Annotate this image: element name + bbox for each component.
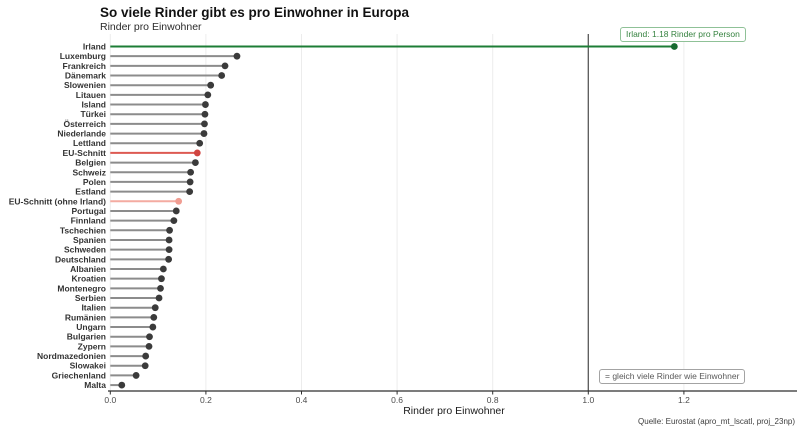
category-label: Portugal xyxy=(72,206,106,216)
x-tick-label: 1.2 xyxy=(678,395,690,405)
category-label: Tschechien xyxy=(60,225,106,235)
data-point-dot xyxy=(149,323,157,331)
data-point-dot xyxy=(157,284,164,292)
category-label: Irland xyxy=(83,42,106,52)
data-point-dot xyxy=(200,130,208,137)
category-label: EU-Schnitt xyxy=(63,148,107,158)
data-point-dot xyxy=(172,207,180,215)
data-point-dot xyxy=(151,304,159,312)
category-label: Serbien xyxy=(75,293,106,303)
x-tick-label: 0.6 xyxy=(391,395,403,405)
category-label: Spanien xyxy=(73,235,106,245)
data-point-dot xyxy=(193,149,201,157)
x-axis-title: Rinder pro Einwohner xyxy=(403,405,505,417)
category-label: Estland xyxy=(75,187,106,197)
data-point-dot xyxy=(204,91,212,99)
category-label: Schweiz xyxy=(72,167,106,177)
category-label: Lettland xyxy=(73,138,106,148)
x-tick-label: 1.0 xyxy=(582,395,594,405)
data-point-dot xyxy=(191,159,199,166)
category-label: Island xyxy=(81,100,106,110)
data-point-dot xyxy=(165,236,173,244)
chart-subtitle: Rinder pro Einwohner xyxy=(100,21,202,33)
category-label: Deutschland xyxy=(55,254,106,264)
data-point-dot xyxy=(159,265,167,273)
data-point-dot xyxy=(221,62,229,70)
category-label: Schweden xyxy=(64,245,106,255)
category-label: Slowakei xyxy=(70,361,106,371)
category-label: Österreich xyxy=(63,119,106,129)
data-point-dot xyxy=(158,275,165,283)
data-point-dot xyxy=(146,333,153,341)
data-point-dot xyxy=(142,352,150,360)
category-label: Albanien xyxy=(70,264,106,274)
data-point-dot xyxy=(186,188,194,196)
category-label: Bulgarien xyxy=(67,332,106,342)
chart-title: So viele Rinder gibt es pro Einwohner in… xyxy=(100,5,410,20)
category-label: Türkei xyxy=(80,109,106,119)
category-label: Belgien xyxy=(75,158,106,168)
data-point-dot xyxy=(207,81,215,89)
category-label: Polen xyxy=(83,177,106,187)
data-point-dot xyxy=(201,110,209,118)
data-point-dot xyxy=(202,101,209,108)
category-label: Nordmazedonien xyxy=(37,351,106,361)
data-point-dot xyxy=(201,120,208,128)
data-point-dot xyxy=(155,294,163,302)
category-label: Ungarn xyxy=(76,322,106,332)
data-point-dot xyxy=(175,197,183,205)
source-caption: Quelle: Eurostat (apro_mt_lscatl, proj_2… xyxy=(638,417,795,426)
data-point-dot xyxy=(670,43,678,50)
ireland-annotation: Irland: 1.18 Rinder pro Person xyxy=(620,27,746,42)
category-label: Zypern xyxy=(78,341,106,351)
data-point-dot xyxy=(170,217,178,225)
category-label: Litauen xyxy=(76,90,106,100)
x-tick-label: 0.8 xyxy=(487,395,499,405)
data-point-dot xyxy=(145,342,153,350)
data-point-dot xyxy=(141,362,149,370)
data-point-dot xyxy=(218,72,226,79)
data-point-dot xyxy=(233,52,241,60)
category-label: Finnland xyxy=(71,216,106,226)
category-label: Kroatien xyxy=(72,274,106,284)
data-point-dot xyxy=(166,226,173,234)
x-tick-label: 0.2 xyxy=(200,395,212,405)
category-label: Slowenien xyxy=(64,80,106,90)
category-label: Italien xyxy=(81,303,106,313)
category-label: EU-Schnitt (ohne Irland) xyxy=(9,196,106,206)
x-tick-label: 0.4 xyxy=(296,395,308,405)
parity-annotation: = gleich viele Rinder wie Einwohner xyxy=(599,369,746,384)
category-label: Montenegro xyxy=(57,283,106,293)
category-label: Malta xyxy=(84,380,106,390)
data-point-dot xyxy=(150,313,158,321)
x-tick-label: 0.0 xyxy=(104,395,116,405)
data-point-dot xyxy=(187,168,195,176)
data-point-dot xyxy=(165,255,173,263)
category-label: Dänemark xyxy=(65,71,106,81)
category-label: Griechenland xyxy=(52,370,106,380)
data-point-dot xyxy=(132,372,140,379)
category-label: Frankreich xyxy=(63,61,106,71)
data-point-dot xyxy=(196,139,204,147)
category-label: Rumänien xyxy=(65,312,106,322)
category-label: Luxemburg xyxy=(60,51,106,61)
data-point-dot xyxy=(118,381,126,389)
category-label: Niederlande xyxy=(57,129,106,139)
data-point-dot xyxy=(165,246,173,254)
data-point-dot xyxy=(186,178,194,186)
